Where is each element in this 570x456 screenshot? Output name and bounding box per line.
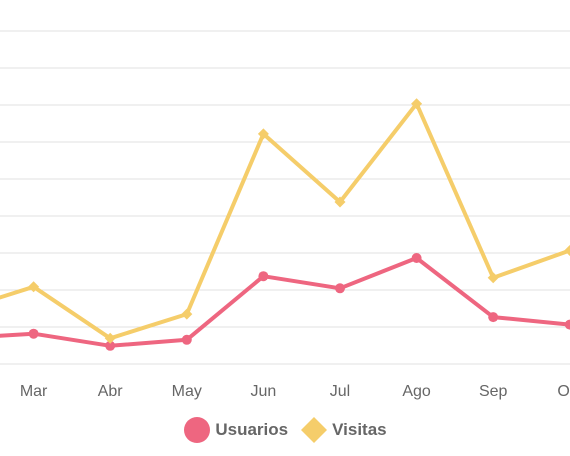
data-point-visitas[interactable] [104, 332, 116, 344]
data-point-usuarios[interactable] [181, 334, 192, 345]
gridlines [0, 30, 570, 365]
series-line-visitas [0, 101, 570, 341]
data-point-visitas[interactable] [28, 281, 40, 293]
data-point-visitas[interactable] [334, 196, 346, 208]
data-point-visitas[interactable] [487, 272, 499, 284]
legend: Usuarios Visitas [0, 416, 570, 444]
data-point-usuarios[interactable] [28, 328, 39, 339]
x-tick-label: Jul [330, 383, 350, 400]
x-tick-label: Sep [479, 383, 508, 400]
series-lines [0, 101, 570, 348]
data-point-usuarios[interactable] [564, 319, 570, 330]
data-point-usuarios[interactable] [488, 312, 499, 323]
legend-label-usuarios: Usuarios [215, 420, 289, 439]
legend-diamond-marker [301, 417, 328, 443]
data-point-visitas[interactable] [564, 245, 570, 256]
data-point-visitas[interactable] [257, 128, 269, 140]
line-chart: Mar Abr May Jun Jul Ago Sep Oct [0, 30, 570, 400]
data-point-visitas[interactable] [181, 308, 193, 320]
x-tick-label: Oct [557, 383, 570, 400]
x-tick-label: May [172, 383, 202, 400]
x-tick-label: Mar [20, 383, 48, 400]
legend-circle-marker [184, 417, 211, 443]
legend-label-visitas: Visitas [332, 420, 387, 439]
data-point-usuarios[interactable] [258, 271, 269, 282]
legend-item-usuarios[interactable]: Usuarios [183, 416, 288, 444]
series-line-usuarios [0, 256, 570, 348]
x-tick-label: Abr [98, 383, 124, 400]
data-point-usuarios[interactable] [105, 340, 116, 351]
legend-item-visitas[interactable]: Visitas [300, 416, 387, 444]
data-point-usuarios[interactable] [411, 253, 422, 263]
data-point-usuarios[interactable] [335, 283, 345, 294]
series-points [28, 98, 570, 351]
data-point-visitas[interactable] [411, 98, 423, 110]
x-axis-tick-labels: Mar Abr May Jun Jul Ago Sep Oct [20, 383, 570, 400]
x-tick-label: Jun [251, 383, 277, 400]
x-tick-label: Ago [402, 383, 431, 400]
